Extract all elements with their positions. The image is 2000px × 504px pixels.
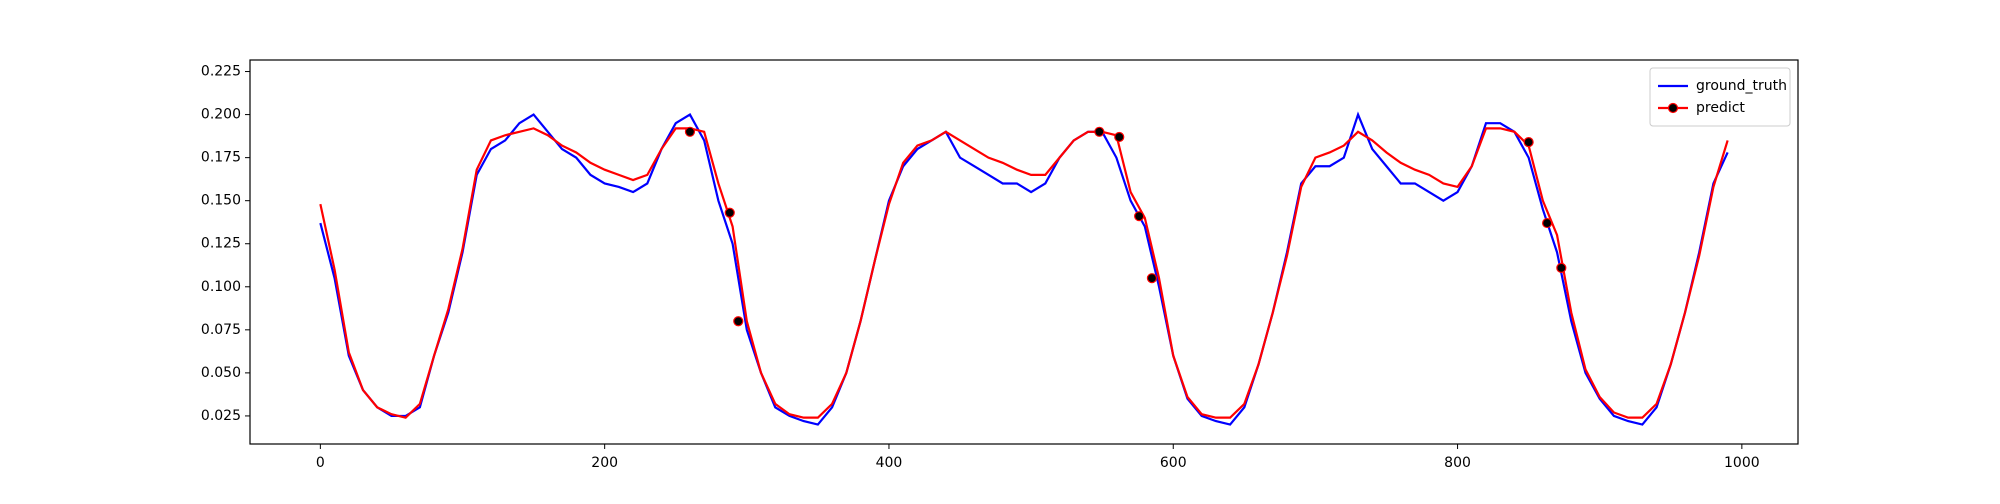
point-marker xyxy=(1556,262,1567,273)
legend-label: ground_truth xyxy=(1696,78,1787,94)
point-marker xyxy=(1094,126,1105,137)
point-marker xyxy=(1523,137,1534,148)
legend-marker xyxy=(1667,102,1679,114)
x-tick-label: 0 xyxy=(316,455,325,471)
y-tick-label: 0.025 xyxy=(201,408,241,424)
x-tick-label: 800 xyxy=(1444,455,1471,471)
series-line xyxy=(319,127,1729,419)
y-tick-label: 0.150 xyxy=(201,193,241,209)
point-marker xyxy=(1146,273,1158,284)
y-tick-label: 0.125 xyxy=(201,236,241,252)
series-line xyxy=(319,111,1729,426)
y-tick-label: 0.050 xyxy=(201,365,241,381)
x-tick-label: 200 xyxy=(591,455,618,471)
legend-label: predict xyxy=(1696,100,1745,116)
plot-frame xyxy=(249,59,1799,445)
y-tick-label: 0.200 xyxy=(201,107,241,123)
point-marker xyxy=(1542,217,1553,229)
point-marker xyxy=(724,207,735,218)
y-tick-label: 0.075 xyxy=(201,322,241,338)
x-tick-label: 1000 xyxy=(1724,455,1760,471)
point-marker xyxy=(733,316,744,327)
x-tick-label: 400 xyxy=(876,455,903,471)
y-tick-label: 0.225 xyxy=(201,64,241,80)
legend-box xyxy=(1649,67,1791,127)
point-marker xyxy=(1134,211,1145,222)
y-tick-label: 0.175 xyxy=(201,150,241,166)
x-tick-label: 600 xyxy=(1160,455,1187,471)
point-marker xyxy=(684,126,696,137)
point-marker xyxy=(1114,131,1125,143)
y-tick-label: 0.100 xyxy=(201,279,241,295)
